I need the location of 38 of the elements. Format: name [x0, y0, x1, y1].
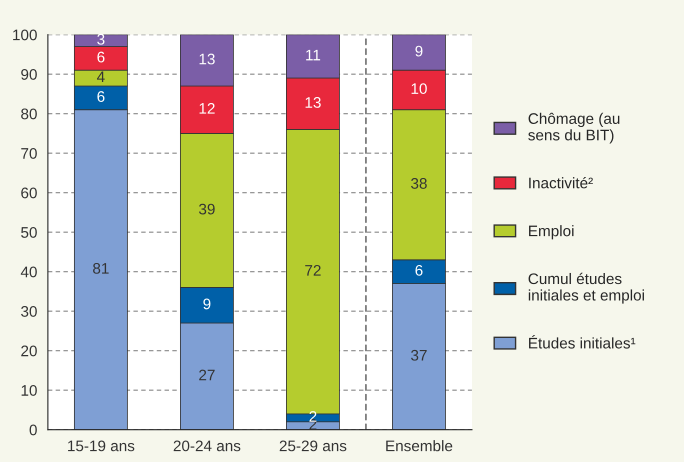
data-label: 10	[412, 83, 427, 94]
data-label: 11	[306, 50, 320, 60]
legend-label: Emploi	[529, 225, 574, 240]
x-tick-label: 20-24 ans	[174, 440, 240, 452]
y-tick-label: 0	[30, 424, 37, 436]
data-label: 6	[97, 91, 104, 102]
x-tick-label: Ensemble	[386, 440, 452, 452]
data-label: 4	[96, 72, 105, 82]
y-tick-label: 70	[21, 148, 37, 159]
y-tick-label: 90	[21, 69, 37, 80]
y-tick-label: 40	[20, 266, 37, 278]
y-tick-label: 60	[21, 188, 37, 198]
legend-label: Études initiales¹	[529, 335, 636, 349]
y-tick-label: 10	[22, 385, 37, 396]
y-tick-label: 20	[21, 346, 37, 356]
y-tick-label: 80	[21, 108, 37, 120]
data-label: 9	[203, 298, 210, 310]
data-label: 12	[200, 102, 215, 114]
data-label: 27	[199, 370, 215, 380]
x-tick-label: 25-29 ans	[280, 440, 346, 452]
data-label: 81	[93, 262, 109, 274]
data-label: 37	[411, 350, 427, 361]
legend-label: Chômage (au sens du BIT)	[528, 112, 620, 144]
data-label: 39	[198, 204, 215, 215]
data-label: 38	[411, 178, 427, 189]
data-label: 3	[97, 34, 104, 45]
y-tick-label: 30	[21, 306, 37, 317]
data-label: 6	[415, 264, 423, 276]
data-label: 72	[305, 264, 321, 276]
data-label: 6	[97, 52, 104, 62]
data-label: 13	[200, 54, 215, 64]
legend-label: Inactivité²	[529, 176, 593, 188]
y-tick-label: 100	[13, 30, 37, 40]
x-tick-label: 15-19 ans	[68, 440, 134, 452]
data-label: 9	[415, 46, 422, 57]
y-tick-label: 50	[21, 227, 37, 238]
legend-label: Cumul études initiales et emploi	[528, 272, 644, 304]
data-label: 13	[306, 97, 321, 108]
